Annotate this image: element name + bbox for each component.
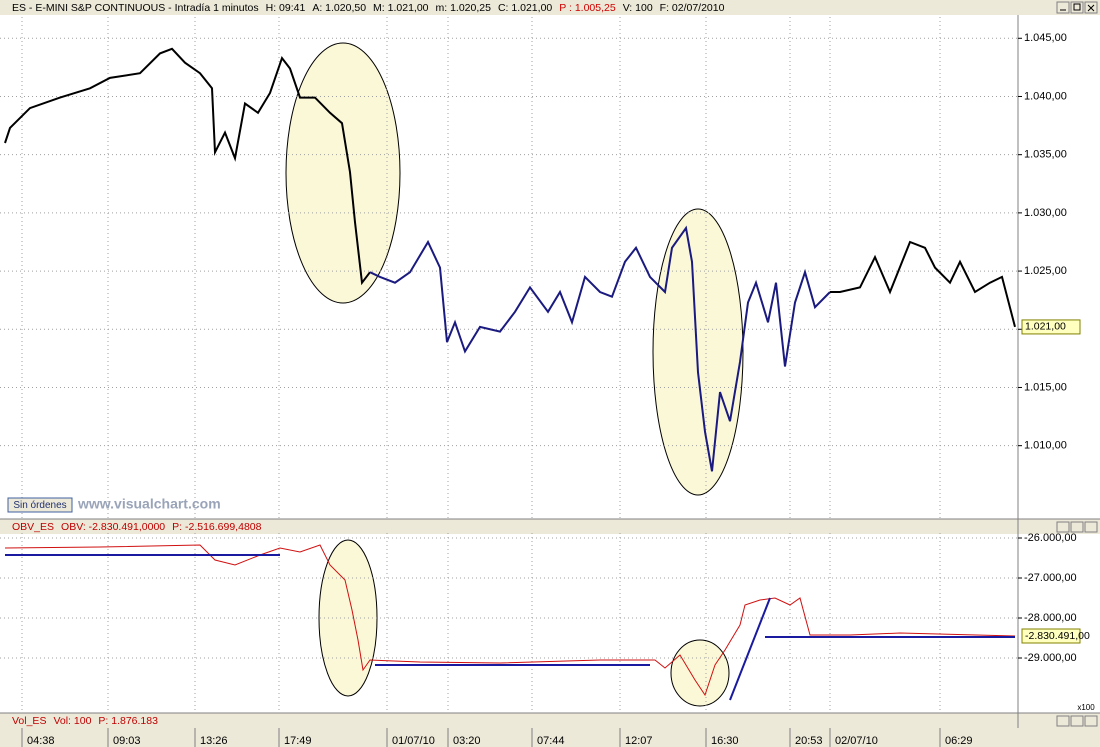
y-tick-label: 1.015,00: [1024, 381, 1067, 393]
header-field: H: 09:41: [265, 2, 306, 14]
series-line: [5, 554, 1015, 701]
icon: [1073, 3, 1081, 11]
y-tick-label: 1.025,00: [1024, 265, 1067, 277]
header-field: P : 1.005,25: [559, 2, 616, 14]
maximize-button[interactable]: [1070, 1, 1084, 14]
last-value-label: -2.830.491,00: [1025, 630, 1090, 642]
maximize-button[interactable]: [1070, 715, 1084, 727]
header-field: P: -2.516.699,4808: [172, 521, 262, 533]
watermark: www.visualchart.com: [77, 496, 221, 512]
maximize-button[interactable]: [1070, 521, 1084, 533]
header-field: A: 1.020,50: [312, 2, 367, 14]
x-tick-label: 02/07/10: [835, 735, 878, 747]
series-line: [4, 544, 1016, 697]
highlight-ellipse: [285, 42, 401, 304]
series-line: [369, 225, 831, 472]
obv-header-bar: [0, 519, 1100, 534]
y-tick-label: -26.000,00: [1024, 532, 1077, 544]
header-field: C: 1.021,00: [497, 2, 553, 14]
highlight-ellipse: [652, 208, 744, 496]
header-field: P: 1.876.183: [98, 715, 158, 727]
close-button[interactable]: [1084, 715, 1098, 727]
header-field: OBV: -2.830.491,0000: [61, 521, 166, 533]
y-tick-label: 1.045,00: [1024, 32, 1067, 44]
last-value-label: 1.021,00: [1025, 321, 1066, 333]
highlight-ellipse: [670, 639, 730, 707]
status-box[interactable]: [7, 497, 73, 513]
header-field: M: 1.021,00: [373, 2, 429, 14]
x-tick-label: 04:38: [27, 735, 55, 747]
header-field: Vol_ES: [12, 715, 47, 727]
y-tick-label: -29.000,00: [1024, 652, 1077, 664]
header-field: ES - E-MINI S&P CONTINUOUS - Intradía 1 …: [12, 2, 259, 14]
header-field: F: 02/07/2010: [659, 2, 725, 14]
time-axis-bar: [0, 728, 1100, 747]
x-tick-label: 20:53: [795, 735, 823, 747]
x-tick-label: 13:26: [200, 735, 228, 747]
y-tick-label: 1.030,00: [1024, 207, 1067, 219]
x-tick-label: 01/07/10: [392, 735, 435, 747]
series-line: [4, 47, 371, 286]
y-tick-label: 1.010,00: [1024, 440, 1067, 452]
window-buttons: [1056, 1, 1098, 727]
x-tick-label: 03:20: [453, 735, 481, 747]
plot-layer: 04:38 09:03 13:26 17:49 01/07/10 03:20 07:44 12…: [0, 17, 1090, 747]
price-header-bar: [0, 0, 1100, 15]
x-tick-label: 09:03: [113, 735, 141, 747]
minimize-button[interactable]: [1056, 715, 1070, 727]
x-tick-label: 16:30: [711, 735, 739, 747]
x-tick-label: 07:44: [537, 735, 565, 747]
series-line: [830, 240, 1016, 328]
minimize-button[interactable]: [1056, 1, 1070, 14]
vol-header-bar: [0, 713, 1100, 728]
header-field: m: 1.020,25: [435, 2, 491, 14]
x-tick-label: 06:29: [945, 735, 973, 747]
x-tick-label: 17:49: [284, 735, 312, 747]
last-value-box: [1021, 628, 1081, 644]
obv-header: OBV_ES OBV: -2.830.491,0000 P: -2.516.699,…: [0, 520, 268, 534]
y-tick-label: -28.000,00: [1024, 612, 1077, 624]
close-button[interactable]: [1084, 521, 1098, 533]
price-header: ES - E-MINI S&P CONTINUOUS - Intradía 1 …: [0, 1, 731, 15]
minimize-button[interactable]: [1056, 521, 1070, 533]
icon: [1087, 4, 1095, 12]
y-tick-label: 1.035,00: [1024, 149, 1067, 161]
header-field: V: 100: [622, 2, 653, 14]
status-text: Sin órdenes: [13, 500, 66, 511]
scale-label: x100: [1077, 703, 1095, 712]
x-tick-label: 12:07: [625, 735, 653, 747]
vol-header: Vol_ES Vol: 100 P: 1.876.183: [0, 714, 165, 728]
header-field: OBV_ES: [12, 521, 55, 533]
y-tick-label: 1.040,00: [1024, 90, 1067, 102]
last-value-box: [1021, 319, 1081, 335]
y-tick-label: -27.000,00: [1024, 572, 1077, 584]
header-field: Vol: 100: [53, 715, 92, 727]
